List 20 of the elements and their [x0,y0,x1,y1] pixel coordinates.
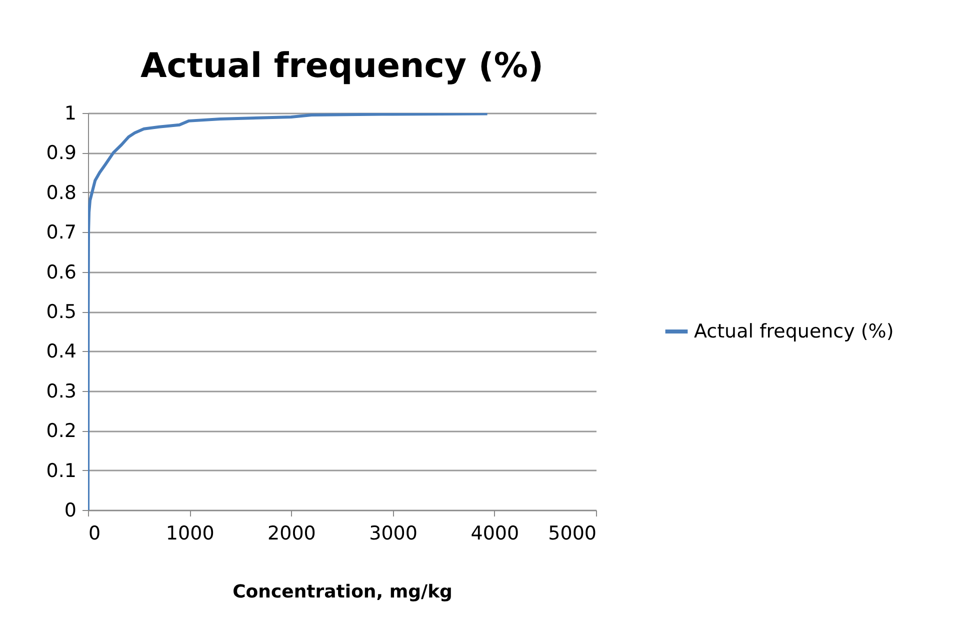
y-tick-label: 0.6 [46,261,76,284]
legend-label: Actual frequency (%) [694,320,894,342]
y-tick-label: 0.8 [46,182,76,204]
x-tick-label: 2000 [268,522,316,544]
x-tick-label: 1000 [166,522,214,544]
y-tick-label: 0.4 [46,340,76,363]
y-tick-label: 0.3 [46,380,76,402]
y-tick-label: 0.2 [46,420,76,442]
x-tick-label: 0 [88,522,101,544]
x-tick-label: 3000 [369,522,418,544]
y-tick-label: 0.7 [46,222,76,244]
y-tick-label: 0 [64,500,76,522]
chart-title: Actual frequency (%) [140,46,544,86]
x-tick-label: 5000 [548,522,596,544]
y-tick-label: 0.9 [46,142,76,164]
y-tick-label: 1 [64,102,76,124]
x-tick-label: 4000 [470,522,520,544]
x-axis-title: Concentration, mg/kg [232,582,452,602]
y-tick-label: 0.5 [46,301,76,323]
y-tick-label: 0.1 [46,460,76,482]
